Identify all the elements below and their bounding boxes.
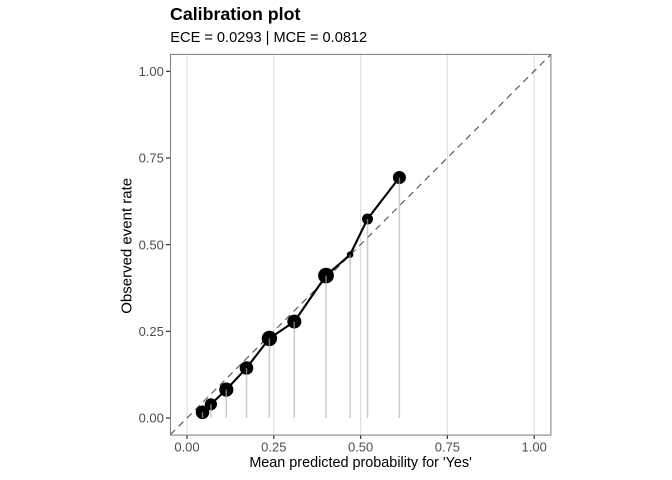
svg-text:1.00: 1.00 bbox=[522, 439, 547, 454]
svg-text:0.75: 0.75 bbox=[139, 151, 164, 166]
svg-text:0.75: 0.75 bbox=[435, 439, 460, 454]
svg-text:0.50: 0.50 bbox=[348, 439, 373, 454]
svg-text:Observed event rate: Observed event rate bbox=[118, 178, 135, 314]
svg-text:0.50: 0.50 bbox=[139, 237, 164, 252]
svg-text:ECE = 0.0293 | MCE = 0.0812: ECE = 0.0293 | MCE = 0.0812 bbox=[170, 30, 367, 46]
svg-text:0.00: 0.00 bbox=[174, 439, 199, 454]
svg-text:Calibration plot: Calibration plot bbox=[170, 4, 300, 24]
svg-text:0.25: 0.25 bbox=[139, 324, 164, 339]
svg-text:1.00: 1.00 bbox=[139, 64, 164, 79]
svg-text:0.25: 0.25 bbox=[261, 439, 286, 454]
svg-text:0.00: 0.00 bbox=[139, 411, 164, 426]
svg-text:Mean predicted probability for: Mean predicted probability for 'Yes' bbox=[249, 455, 472, 471]
